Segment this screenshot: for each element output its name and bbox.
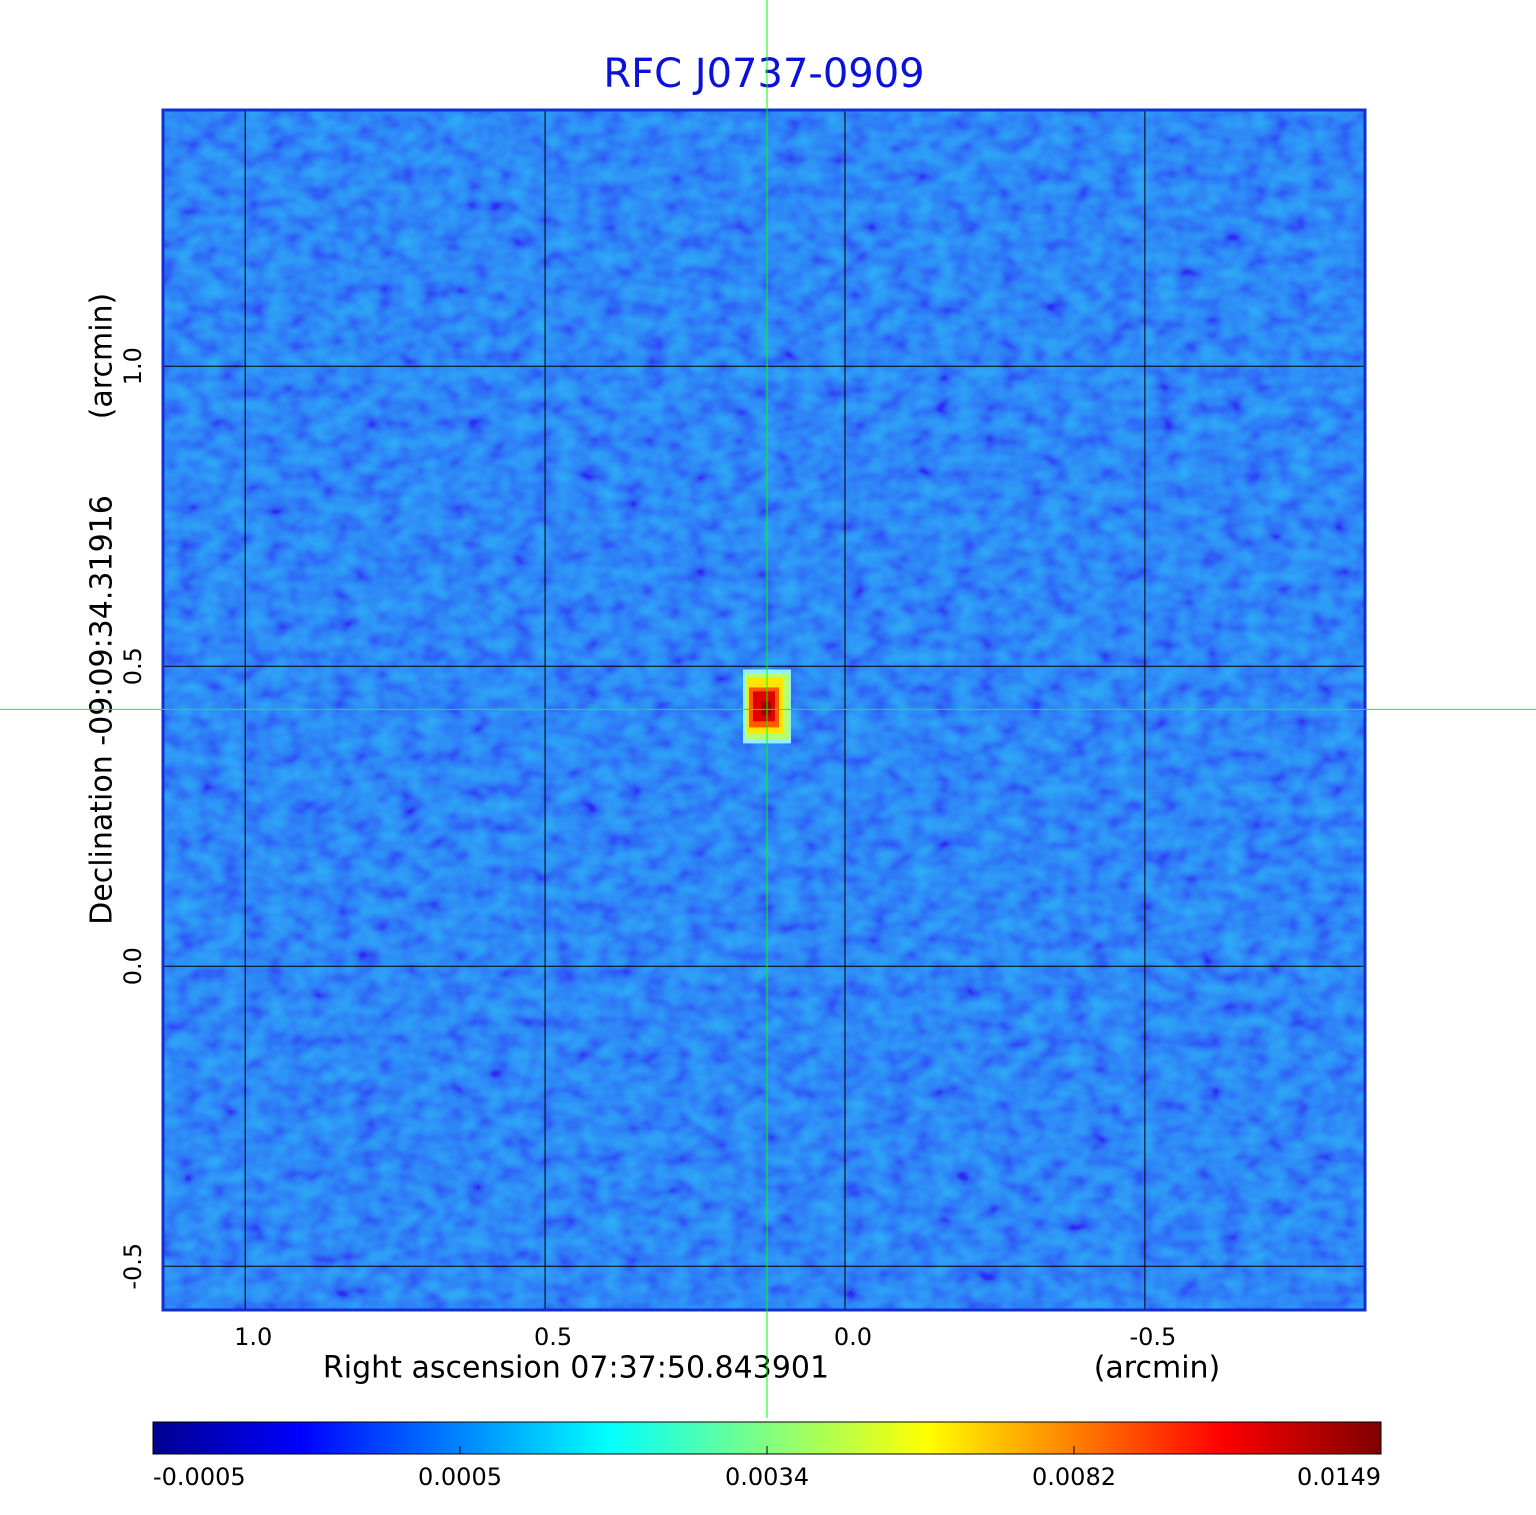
y-axis-unit: (arcmin): [85, 293, 120, 420]
y-axis-label: Declination -09:09:34.31916: [85, 495, 120, 925]
x-axis-label: Right ascension 07:37:50.843901: [323, 1351, 829, 1386]
colorbar-tick-label: 0.0082: [1032, 1463, 1116, 1491]
x-tick-label: -0.5: [1129, 1323, 1176, 1351]
source-pixel: [760, 701, 771, 716]
colorbar-tick-label: 0.0005: [418, 1463, 502, 1491]
y-tick-label: -0.5: [119, 1243, 147, 1290]
x-tick-label: 1.0: [234, 1323, 272, 1351]
x-tick-label: 0.5: [534, 1323, 572, 1351]
plot-frame: [161, 108, 1367, 1312]
y-tick-label: 0.5: [119, 647, 147, 685]
x-tick-label: 0.0: [834, 1323, 872, 1351]
colorbar-tick-label: -0.0005: [153, 1463, 246, 1491]
x-axis-unit: (arcmin): [1094, 1351, 1221, 1386]
colorbar-tick-label: 0.0149: [1297, 1463, 1381, 1491]
y-tick-label: 0.0: [119, 947, 147, 985]
colorbar-tick-label: 0.0034: [725, 1463, 809, 1491]
chart-title: RFC J0737-0909: [603, 51, 924, 97]
y-tick-label: 1.0: [119, 347, 147, 385]
